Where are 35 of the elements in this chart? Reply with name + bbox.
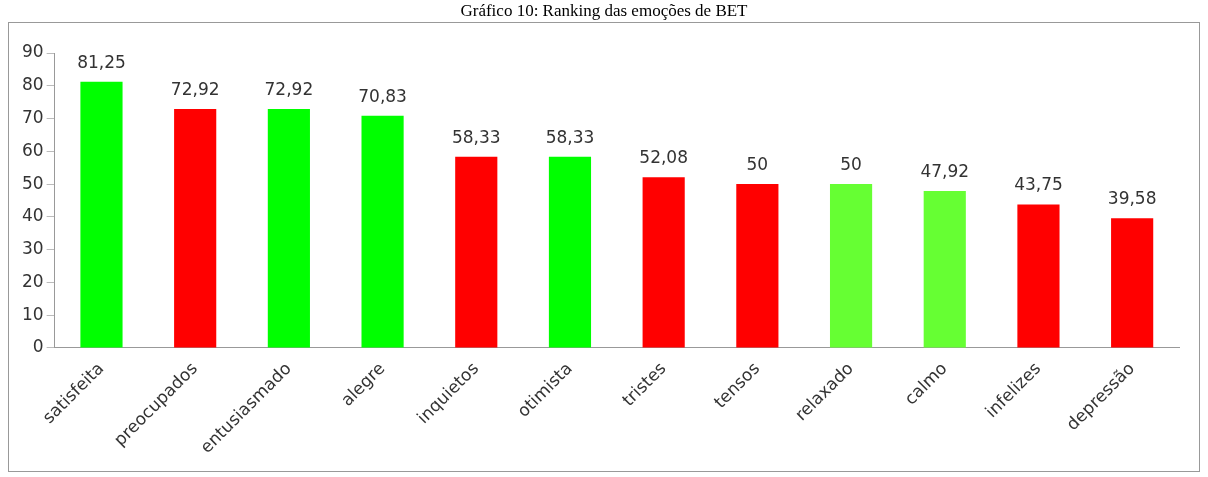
y-tick-label: 20 xyxy=(21,270,44,291)
y-tick-label: 10 xyxy=(21,303,44,324)
data-label: 50 xyxy=(746,154,769,174)
y-tick-label: 50 xyxy=(21,172,44,193)
bar xyxy=(267,108,310,348)
data-label: 52,08 xyxy=(639,147,688,168)
bar xyxy=(923,190,966,348)
bar xyxy=(1017,204,1060,348)
y-tick-label: 40 xyxy=(21,205,44,226)
y-tick-label: 90 xyxy=(21,41,44,62)
data-label: 81,25 xyxy=(77,51,126,72)
data-label: 43,75 xyxy=(1014,174,1063,195)
data-label: 72,92 xyxy=(264,78,314,99)
data-label: 70,83 xyxy=(358,85,407,106)
data-label: 58,33 xyxy=(451,126,501,147)
bar xyxy=(80,81,123,348)
chart-title: Gráfico 10: Ranking das emoções de BET xyxy=(459,0,749,22)
y-tick-label: 30 xyxy=(21,238,44,259)
bar xyxy=(174,108,217,348)
y-tick-label: 60 xyxy=(21,139,44,160)
bar xyxy=(1111,218,1154,348)
data-label: 47,92 xyxy=(920,160,970,181)
y-tick-label: 80 xyxy=(21,74,44,95)
bar xyxy=(455,156,498,348)
bar xyxy=(548,156,592,348)
bar xyxy=(642,177,685,348)
data-label: 39,58 xyxy=(1107,188,1157,209)
y-tick-label: 70 xyxy=(21,106,44,127)
bar xyxy=(361,115,404,348)
bar xyxy=(736,184,779,348)
data-label: 58,33 xyxy=(545,126,595,147)
data-label: 72,92 xyxy=(170,78,220,99)
y-tick-label: 0 xyxy=(32,336,44,357)
bar xyxy=(829,184,873,348)
data-label: 50 xyxy=(840,154,862,174)
